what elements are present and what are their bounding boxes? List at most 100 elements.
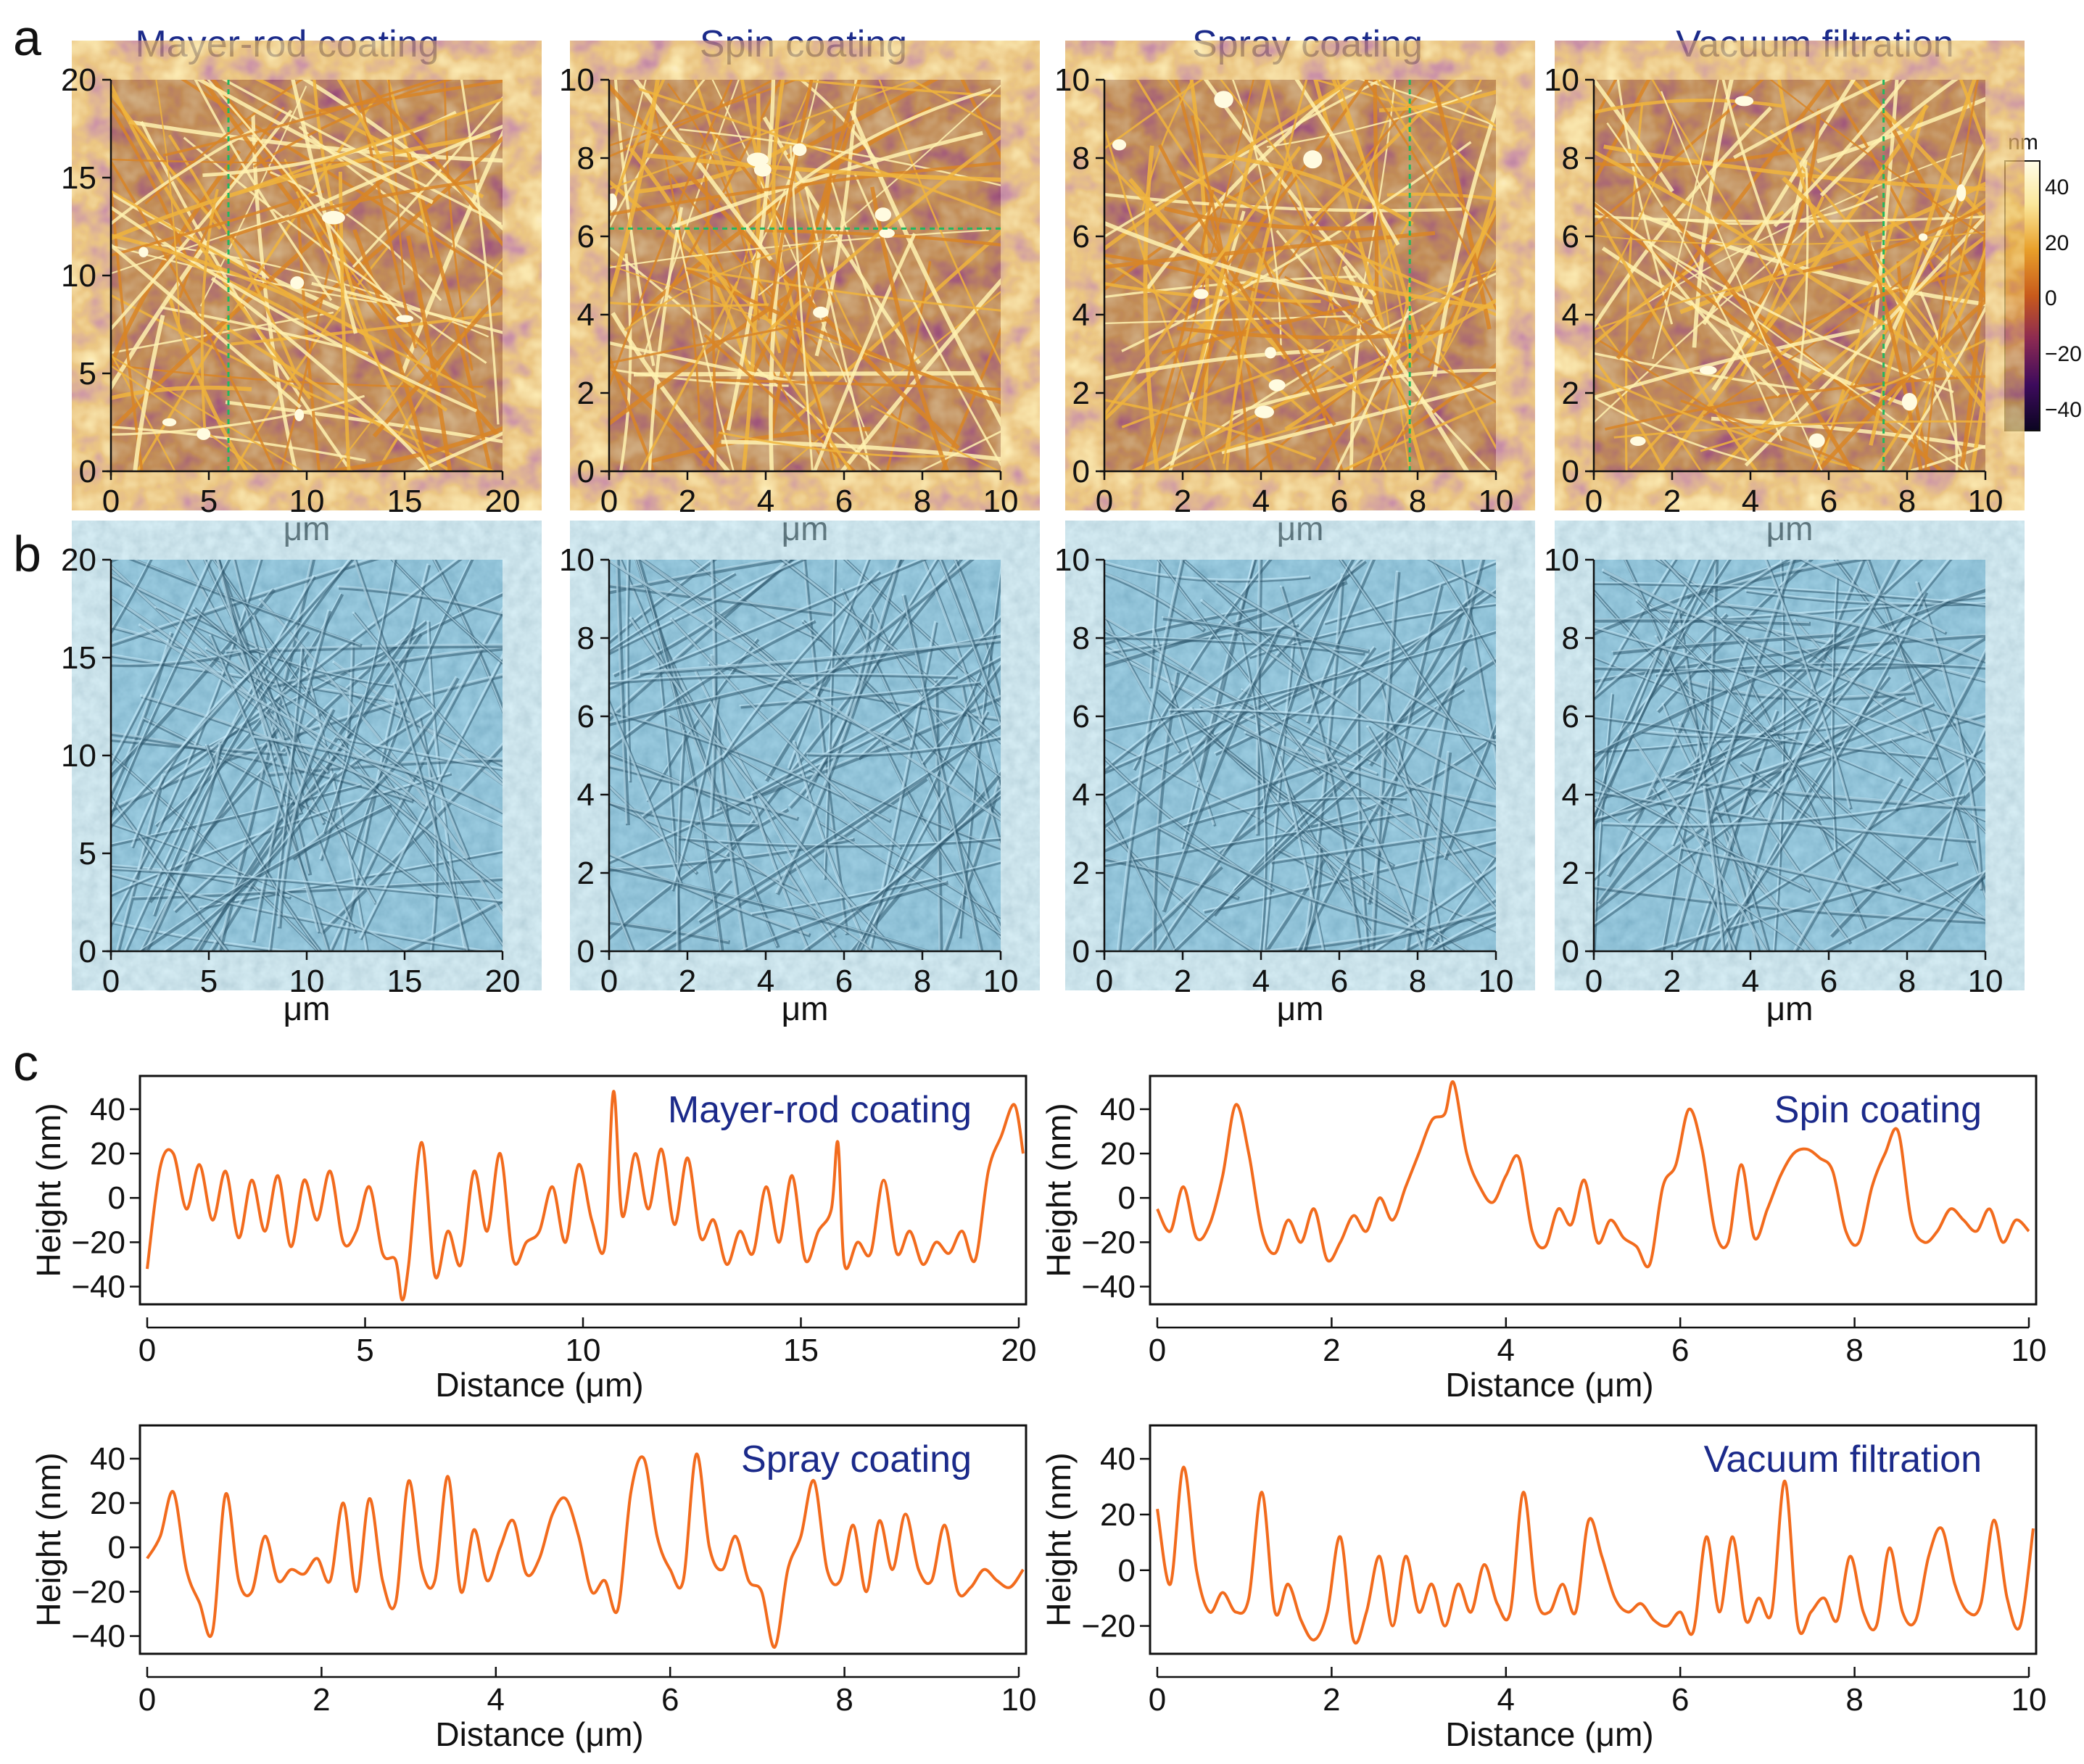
nanofiber-highlight <box>1158 827 1420 931</box>
nanofiber-shadow <box>269 648 305 951</box>
nanofiber <box>1191 80 1270 393</box>
x-tick-label: 0 <box>138 1682 156 1718</box>
nanofiber-shadow <box>402 898 503 951</box>
nanofiber-highlight <box>111 560 352 826</box>
y-tick-label: 8 <box>1072 621 1090 656</box>
nanofiber-highlight <box>609 560 1001 821</box>
x-tick-label: 0 <box>1149 1682 1166 1718</box>
nanofiber <box>295 191 433 471</box>
afm-phase-map-1: 00 5 5 10 10 15 15 20 20 μm <box>61 542 520 1027</box>
nanofiber <box>1769 80 1985 239</box>
x-axis-label: Distance (μm) <box>1445 1715 1653 1753</box>
x-tick-label: 15 <box>387 484 423 519</box>
nanofiber <box>1594 231 1985 246</box>
y-tick-label: 2 <box>1072 376 1090 411</box>
nanofiber-highlight <box>1700 756 1760 951</box>
nanofiber <box>638 88 1001 217</box>
nanofiber-highlight <box>642 560 800 684</box>
nanofiber-highlight <box>816 819 1001 935</box>
nanofiber <box>786 80 939 160</box>
nanofiber-shadow <box>111 647 260 668</box>
x-tick-label: 0 <box>1096 964 1113 999</box>
y-tick-label: 20 <box>1100 1497 1136 1533</box>
x-tick-label: 2 <box>1323 1333 1340 1368</box>
nanofiber-shadow <box>609 920 731 945</box>
nanofiber-shadow <box>1104 631 1496 732</box>
x-tick-label: 2 <box>313 1682 330 1718</box>
nanofiber-highlight <box>1601 568 1985 726</box>
nanofiber-highlight <box>615 560 628 824</box>
y-tick-label: 6 <box>577 699 595 734</box>
particle <box>1254 405 1275 418</box>
y-tick-label: 10 <box>1054 62 1090 98</box>
nanofiber-shadow <box>698 724 1001 924</box>
chart-title: Vacuum filtration <box>1704 1438 1982 1481</box>
nanofiber-shadow <box>1104 580 1348 668</box>
nanofiber <box>111 385 252 400</box>
nanofiber-highlight <box>1240 687 1496 821</box>
nanofiber <box>111 243 302 409</box>
nanofiber-highlight <box>1800 560 1946 634</box>
nanofiber <box>1680 399 1869 471</box>
nanofiber <box>291 80 358 334</box>
nanofiber <box>1334 308 1411 471</box>
nanofiber <box>1104 146 1302 418</box>
nanofiber-highlight <box>1594 777 1810 891</box>
y-tick-label: 2 <box>577 376 595 411</box>
x-axis-unit: μm <box>1766 990 1814 1027</box>
nanofiber-shadow <box>609 674 958 685</box>
nanofiber-shadow <box>751 861 1001 916</box>
x-tick-label: 6 <box>1331 964 1348 999</box>
y-tick-label: 8 <box>1562 621 1579 656</box>
y-tick-label: 40 <box>1100 1092 1136 1127</box>
nanofiber <box>1594 80 1764 228</box>
y-tick-label: 0 <box>1072 454 1090 489</box>
nanofiber <box>111 294 497 471</box>
nanofiber-highlight <box>710 654 747 951</box>
colorbar-tick-0: 0 <box>2045 286 2057 310</box>
particle <box>813 306 829 318</box>
x-tick-label: 4 <box>1742 484 1759 519</box>
nanofiber-highlight <box>190 632 421 951</box>
nanofiber <box>1380 80 1496 195</box>
nanofiber-shadow <box>323 560 397 835</box>
x-axis-unit: μm <box>1277 990 1324 1027</box>
y-tick-label: 6 <box>577 219 595 254</box>
nanofiber-highlight <box>1680 846 1985 919</box>
nanofiber-highlight <box>1428 560 1496 597</box>
nanofiber-highlight <box>1594 560 1676 697</box>
nanofiber-shadow <box>849 770 1001 951</box>
nanofiber-highlight <box>1594 634 1985 911</box>
x-tick-label: 0 <box>600 484 618 519</box>
nanofiber-highlight <box>1339 560 1496 788</box>
particle <box>609 193 618 211</box>
nanofiber <box>699 249 853 471</box>
plot-frame <box>1149 1074 2038 1306</box>
nanofiber-highlight <box>1594 560 1787 698</box>
panel-letter-a: a <box>13 9 41 66</box>
x-tick-label: 8 <box>1409 484 1426 519</box>
nanofiber <box>111 394 365 436</box>
nanofiber <box>1199 152 1414 226</box>
nanofiber-shadow <box>1170 710 1496 743</box>
nanofiber <box>768 80 814 320</box>
nanofiber-highlight <box>1116 560 1183 951</box>
nanofiber-highlight <box>1925 869 1985 951</box>
nanofiber <box>111 190 325 257</box>
panel-letter-b: b <box>13 526 41 582</box>
nanofiber-shadow <box>1104 759 1338 853</box>
y-tick-label: 20 <box>90 1136 125 1172</box>
nanofiber-shadow <box>1173 782 1360 951</box>
height-profile-chart-3: 40 20 0 −20 −40 0 2 4 6 8 10 Distance (μm) Height (n… <box>30 1424 1036 1753</box>
y-tick-label: 2 <box>577 856 595 891</box>
nanofiber-highlight <box>433 560 503 713</box>
y-tick-label: 4 <box>1072 777 1090 813</box>
nanofiber-highlight <box>1104 560 1365 770</box>
nanofiber-highlight <box>1745 589 1985 605</box>
y-axis-label: Height (nm) <box>1040 1452 1078 1626</box>
nanofiber <box>338 171 351 471</box>
nanofiber-highlight <box>609 807 787 937</box>
nanofiber <box>609 364 717 471</box>
nanofiber <box>1594 220 1818 424</box>
particle <box>1699 365 1717 375</box>
